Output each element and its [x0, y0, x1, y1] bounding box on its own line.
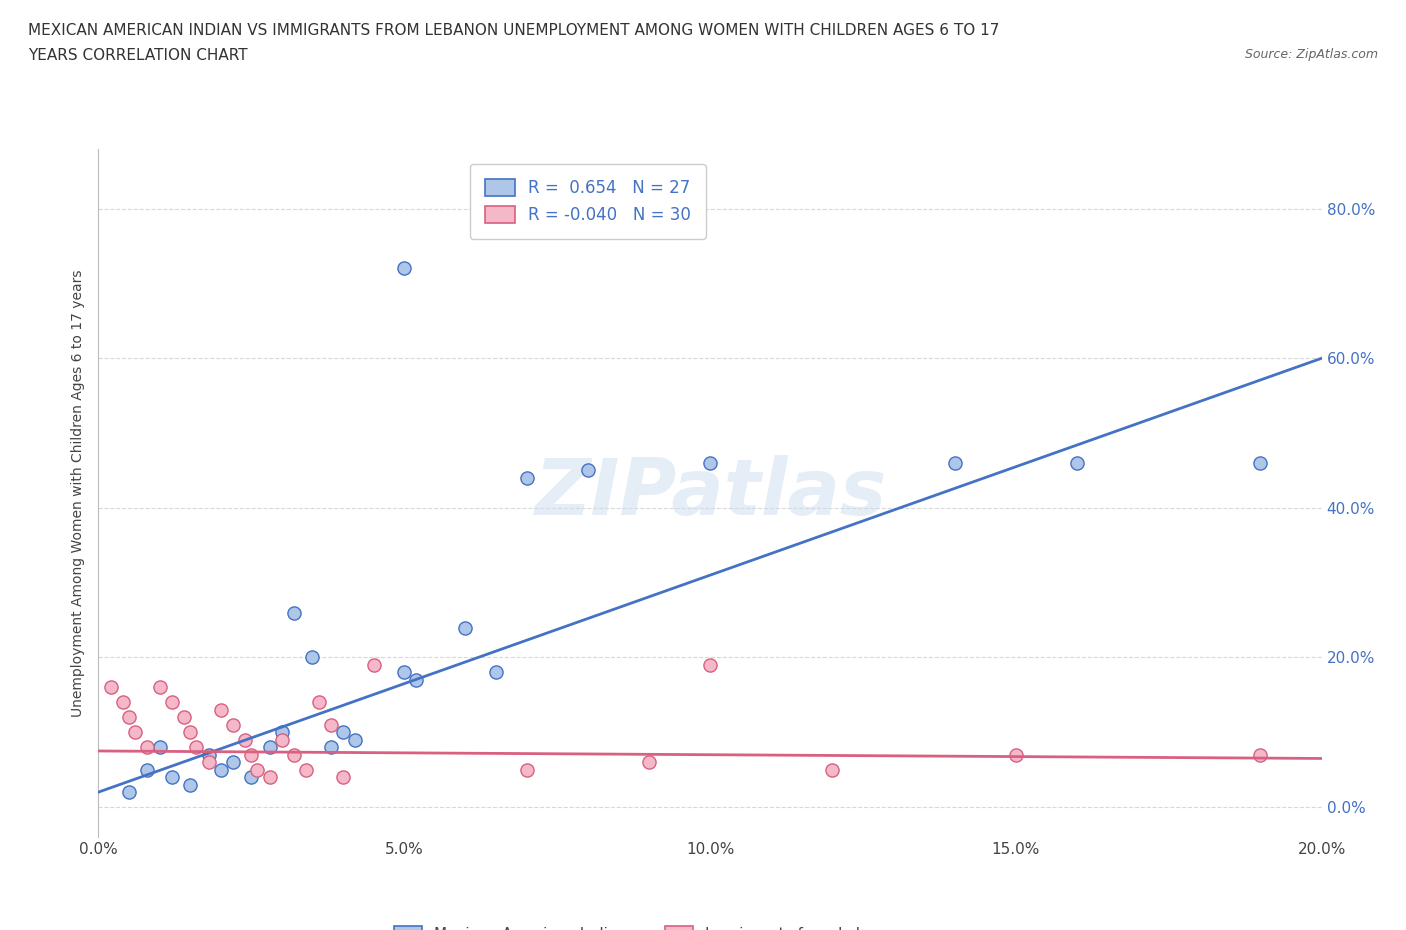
Point — [454, 620, 477, 635]
Point — [301, 650, 323, 665]
Point — [332, 724, 354, 739]
Point — [308, 695, 330, 710]
Point — [124, 724, 146, 739]
Point — [118, 785, 141, 800]
Point — [240, 748, 263, 763]
Legend: Mexican American Indians, Immigrants from Lebanon: Mexican American Indians, Immigrants fro… — [382, 913, 915, 930]
Point — [295, 763, 318, 777]
Text: YEARS CORRELATION CHART: YEARS CORRELATION CHART — [28, 48, 247, 63]
Point — [111, 695, 134, 710]
Point — [392, 261, 416, 276]
Point — [179, 724, 201, 739]
Point — [821, 763, 844, 777]
Point — [516, 471, 538, 485]
Point — [363, 658, 385, 672]
Point — [186, 739, 208, 754]
Point — [270, 724, 292, 739]
Point — [209, 763, 232, 777]
Point — [283, 605, 305, 620]
Point — [240, 770, 263, 785]
Point — [1066, 456, 1088, 471]
Point — [100, 680, 122, 695]
Point — [160, 695, 183, 710]
Point — [160, 770, 183, 785]
Text: MEXICAN AMERICAN INDIAN VS IMMIGRANTS FROM LEBANON UNEMPLOYMENT AMONG WOMEN WITH: MEXICAN AMERICAN INDIAN VS IMMIGRANTS FR… — [28, 23, 1000, 38]
Y-axis label: Unemployment Among Women with Children Ages 6 to 17 years: Unemployment Among Women with Children A… — [72, 269, 86, 717]
Point — [943, 456, 966, 471]
Point — [209, 702, 232, 717]
Point — [1249, 748, 1271, 763]
Point — [197, 748, 219, 763]
Point — [197, 755, 219, 770]
Point — [246, 763, 269, 777]
Point — [576, 463, 599, 478]
Point — [392, 665, 416, 680]
Point — [1249, 456, 1271, 471]
Point — [637, 755, 661, 770]
Point — [149, 739, 172, 754]
Point — [270, 732, 292, 747]
Point — [233, 732, 256, 747]
Point — [699, 456, 721, 471]
Point — [136, 739, 159, 754]
Point — [699, 658, 721, 672]
Text: Source: ZipAtlas.com: Source: ZipAtlas.com — [1244, 48, 1378, 61]
Point — [259, 739, 281, 754]
Point — [516, 763, 538, 777]
Point — [118, 710, 141, 724]
Text: ZIPatlas: ZIPatlas — [534, 455, 886, 531]
Point — [1004, 748, 1026, 763]
Point — [319, 739, 342, 754]
Point — [136, 763, 159, 777]
Point — [319, 717, 342, 732]
Point — [332, 770, 354, 785]
Point — [222, 717, 245, 732]
Point — [259, 770, 281, 785]
Point — [283, 748, 305, 763]
Point — [179, 777, 201, 792]
Point — [222, 755, 245, 770]
Point — [344, 732, 367, 747]
Point — [485, 665, 508, 680]
Point — [173, 710, 195, 724]
Point — [405, 672, 427, 687]
Point — [149, 680, 172, 695]
